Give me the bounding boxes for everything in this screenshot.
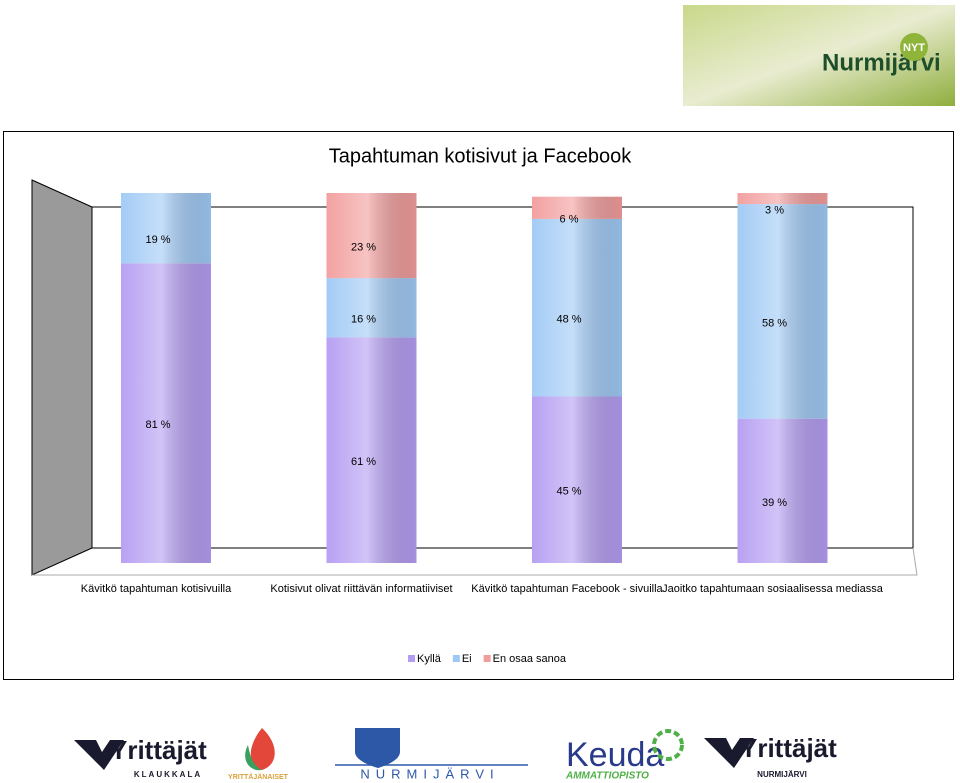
logo-text: YRITTÄJÄNAISET — [228, 773, 289, 781]
data-label: 61 % — [351, 456, 376, 468]
logo-mark — [652, 729, 684, 761]
legend-swatch — [408, 655, 415, 662]
logo-text: Yrittäjät — [110, 735, 207, 765]
logo-mark — [704, 738, 754, 768]
data-label: 16 % — [351, 314, 376, 326]
data-label: 6 % — [560, 214, 579, 226]
legend-label: Ei — [462, 653, 472, 665]
bar-shine — [121, 193, 211, 264]
floor — [32, 547, 918, 576]
x-tick-label: Jaoitko tapahtumaan sosiaalisessa medias… — [662, 583, 883, 595]
data-label: 23 % — [351, 241, 376, 253]
logo-text: NURMIJÄRVI — [757, 770, 807, 779]
back-wall — [92, 206, 914, 549]
logo-text: Yrittäjät — [740, 733, 837, 763]
data-label: 19 % — [145, 234, 170, 246]
bar-shine — [737, 204, 828, 419]
data-label: 81 % — [145, 419, 170, 431]
bar-shine — [532, 196, 622, 219]
logo-mark — [250, 728, 275, 770]
data-label: 58 % — [762, 317, 787, 329]
bar-shine — [737, 193, 828, 205]
legend-swatch — [452, 655, 460, 662]
logo-text: AMMATTIOPISTO — [565, 771, 649, 782]
x-tick-label: Kotisivut olivat riittävän informatiivis… — [270, 583, 453, 595]
bar-shine — [326, 337, 417, 563]
data-label: 3 % — [765, 204, 784, 216]
bar-shine — [326, 193, 417, 279]
legend-label: En osaa sanoa — [493, 653, 567, 665]
data-label: 45 % — [556, 486, 581, 498]
legend-label: Kyllä — [417, 653, 442, 665]
side-wall — [31, 179, 93, 576]
logo-text: KLAUKKALA — [134, 770, 202, 779]
chart-frame — [3, 131, 954, 680]
chart-title: Tapahtuman kotisivut ja Facebook — [329, 145, 632, 167]
legend-swatch — [483, 655, 491, 662]
logo-badge — [900, 33, 928, 61]
logo-text: NURMIJÄRVI — [360, 766, 499, 781]
logo-text: Keuda — [566, 736, 664, 774]
bar-shine — [121, 263, 211, 563]
bar-shine — [532, 396, 622, 563]
bar-shine — [532, 218, 622, 397]
data-label: 48 % — [556, 314, 581, 326]
logo-mark — [355, 728, 400, 768]
data-label: 39 % — [762, 497, 787, 509]
logo-mark — [245, 745, 262, 771]
x-tick-label: Kävitkö tapahtuman kotisivuilla — [80, 583, 232, 595]
x-tick-label: Kävitkö tapahtuman Facebook - sivuilla — [471, 583, 663, 595]
logo-mark — [74, 740, 124, 770]
logo-text: NYT — [903, 42, 925, 54]
bar-shine — [737, 418, 828, 563]
bar-shine — [326, 278, 417, 338]
